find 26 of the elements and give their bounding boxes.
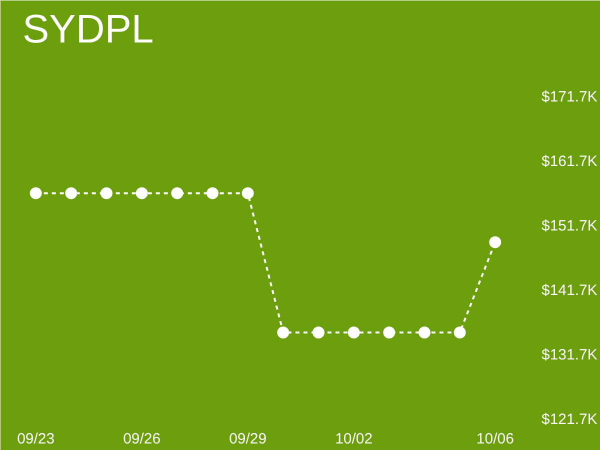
point xyxy=(206,187,218,200)
point xyxy=(383,326,396,338)
y-tick-label: $161.7K xyxy=(542,153,598,170)
chart-title: SYDPL xyxy=(22,8,154,52)
point xyxy=(489,236,502,248)
point xyxy=(418,326,430,338)
y-tick-label: $141.7K xyxy=(542,282,598,300)
point xyxy=(277,326,290,338)
point xyxy=(454,326,466,338)
point xyxy=(312,326,324,338)
point xyxy=(65,187,78,200)
point xyxy=(348,326,360,338)
x-tick-label: 09/29 xyxy=(229,430,267,448)
point xyxy=(242,187,254,200)
y-tick-label: $121.7K xyxy=(542,411,598,428)
point xyxy=(171,187,184,200)
y-tick-label: $151.7K xyxy=(542,218,598,235)
point xyxy=(136,187,148,200)
x-tick-label: 09/26 xyxy=(123,430,161,448)
x-tick-label: 10/06 xyxy=(476,430,514,448)
y-tick-label: $171.7K xyxy=(542,88,598,106)
y-tick-label: $131.7K xyxy=(542,346,598,364)
x-tick-label: 09/23 xyxy=(17,430,55,448)
point xyxy=(30,187,42,200)
x-tick-label: 10/02 xyxy=(335,430,373,448)
point xyxy=(100,187,112,200)
